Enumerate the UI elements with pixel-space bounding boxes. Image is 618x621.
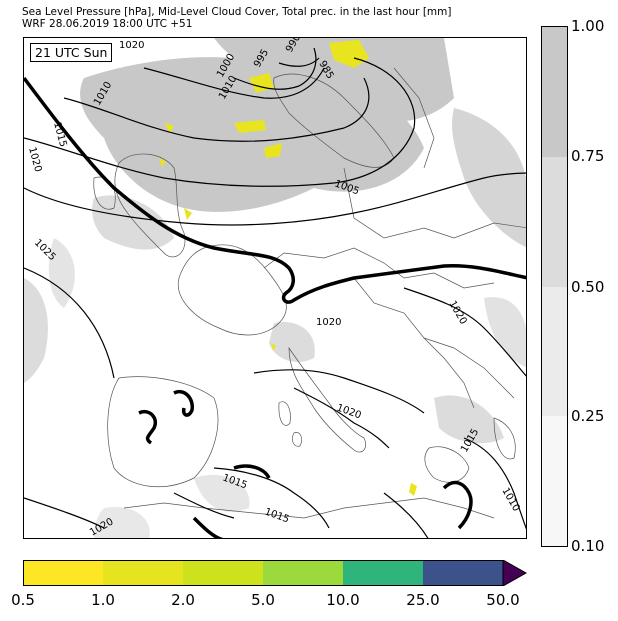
isobar-label: 1010 xyxy=(499,486,521,514)
cloud-cover-band xyxy=(542,286,567,417)
chart-title: Sea Level Pressure [hPa], Mid-Level Clou… xyxy=(22,6,452,18)
coastlines-borders xyxy=(93,67,526,519)
precip-tick-label: 1.0 xyxy=(91,591,115,609)
cloud-cover-band xyxy=(542,27,567,157)
precip-extend-arrow xyxy=(502,560,527,586)
precipitation-colorbar xyxy=(23,560,527,586)
weather-map: 21 UTC Sun xyxy=(23,37,527,539)
precip-color-segment xyxy=(183,560,263,586)
isobar-label: 1020 xyxy=(446,299,468,327)
precip-color-segment xyxy=(343,560,423,586)
cloud-cover-band xyxy=(542,156,567,287)
isobar-label: 1020 xyxy=(316,317,341,328)
cloud-tick-label: 0.75 xyxy=(571,147,605,165)
map-canvas: 1020 1010 995 1000 985 990 1015 1020 101… xyxy=(24,38,526,538)
precip-tick-label: 25.0 xyxy=(406,591,440,609)
precip-tick-label: 50.0 xyxy=(486,591,520,609)
precip-tick-label: 10.0 xyxy=(326,591,360,609)
thick-isobar-1015 xyxy=(24,76,526,538)
precip-color-segment xyxy=(103,560,183,586)
model-run-subtitle: WRF 28.06.2019 18:00 UTC +51 xyxy=(22,18,193,30)
precip-tick-label: 5.0 xyxy=(251,591,275,609)
cloud-cover-layer xyxy=(24,38,526,538)
isobar-label: 1020 xyxy=(119,40,144,51)
cloud-cover-band xyxy=(542,416,567,546)
cloud-tick-label: 0.10 xyxy=(571,537,605,555)
cloud-cover-colorbar xyxy=(541,26,568,547)
isobar-label: 1020 xyxy=(26,146,43,173)
isobar-label: 1015 xyxy=(263,506,291,525)
precip-color-segment xyxy=(23,560,103,586)
precip-tick-label: 0.5 xyxy=(11,591,35,609)
cloud-tick-label: 0.50 xyxy=(571,278,605,296)
valid-time-label: 21 UTC Sun xyxy=(30,43,113,62)
isobar-label: 1015 xyxy=(51,121,68,148)
precip-colorbar-border xyxy=(23,560,503,586)
precip-color-segment xyxy=(263,560,343,586)
precip-tick-label: 2.0 xyxy=(171,591,195,609)
cloud-tick-label: 0.25 xyxy=(571,407,605,425)
isobars xyxy=(24,47,526,538)
cloud-tick-label: 1.00 xyxy=(571,17,605,35)
precip-color-segment xyxy=(423,560,503,586)
